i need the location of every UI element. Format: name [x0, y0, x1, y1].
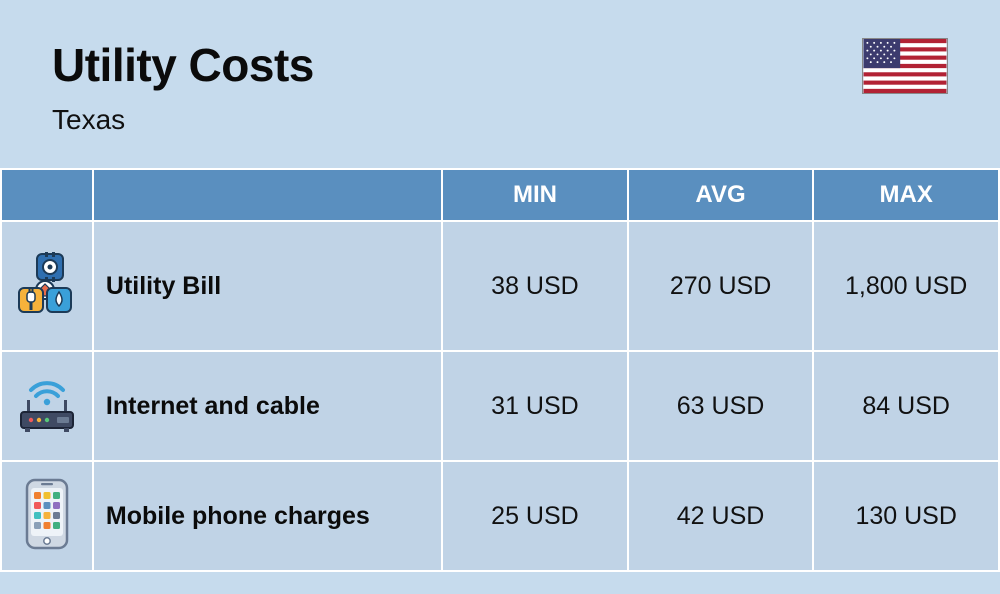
row-min: 31 USD — [442, 351, 628, 461]
row-avg: 42 USD — [628, 461, 814, 571]
row-icon-cell — [1, 351, 93, 461]
table-row: Mobile phone charges 25 USD 42 USD 130 U… — [1, 461, 999, 571]
row-icon-cell — [1, 461, 93, 571]
col-header-blank-label — [93, 169, 442, 221]
table-row: Internet and cable 31 USD 63 USD 84 USD — [1, 351, 999, 461]
col-header-min: MIN — [442, 169, 628, 221]
row-avg: 270 USD — [628, 221, 814, 351]
us-flag-icon — [862, 38, 948, 94]
row-avg: 63 USD — [628, 351, 814, 461]
table-row: Utility Bill 38 USD 270 USD 1,800 USD — [1, 221, 999, 351]
col-header-blank-icon — [1, 169, 93, 221]
utility-costs-table: MIN AVG MAX — [0, 168, 1000, 572]
row-min: 38 USD — [442, 221, 628, 351]
row-label: Utility Bill — [93, 221, 442, 351]
utility-icon — [15, 252, 79, 316]
row-max: 1,800 USD — [813, 221, 999, 351]
row-label: Mobile phone charges — [93, 461, 442, 571]
titles: Utility Costs Texas — [52, 38, 314, 136]
table-header-row: MIN AVG MAX — [1, 169, 999, 221]
row-max: 84 USD — [813, 351, 999, 461]
row-max: 130 USD — [813, 461, 999, 571]
row-min: 25 USD — [442, 461, 628, 571]
page-subtitle: Texas — [52, 104, 314, 136]
phone-icon — [21, 478, 73, 550]
col-header-max: MAX — [813, 169, 999, 221]
page-title: Utility Costs — [52, 38, 314, 92]
row-icon-cell — [1, 221, 93, 351]
router-icon — [15, 372, 79, 436]
row-label: Internet and cable — [93, 351, 442, 461]
header: Utility Costs Texas — [0, 0, 1000, 168]
col-header-avg: AVG — [628, 169, 814, 221]
